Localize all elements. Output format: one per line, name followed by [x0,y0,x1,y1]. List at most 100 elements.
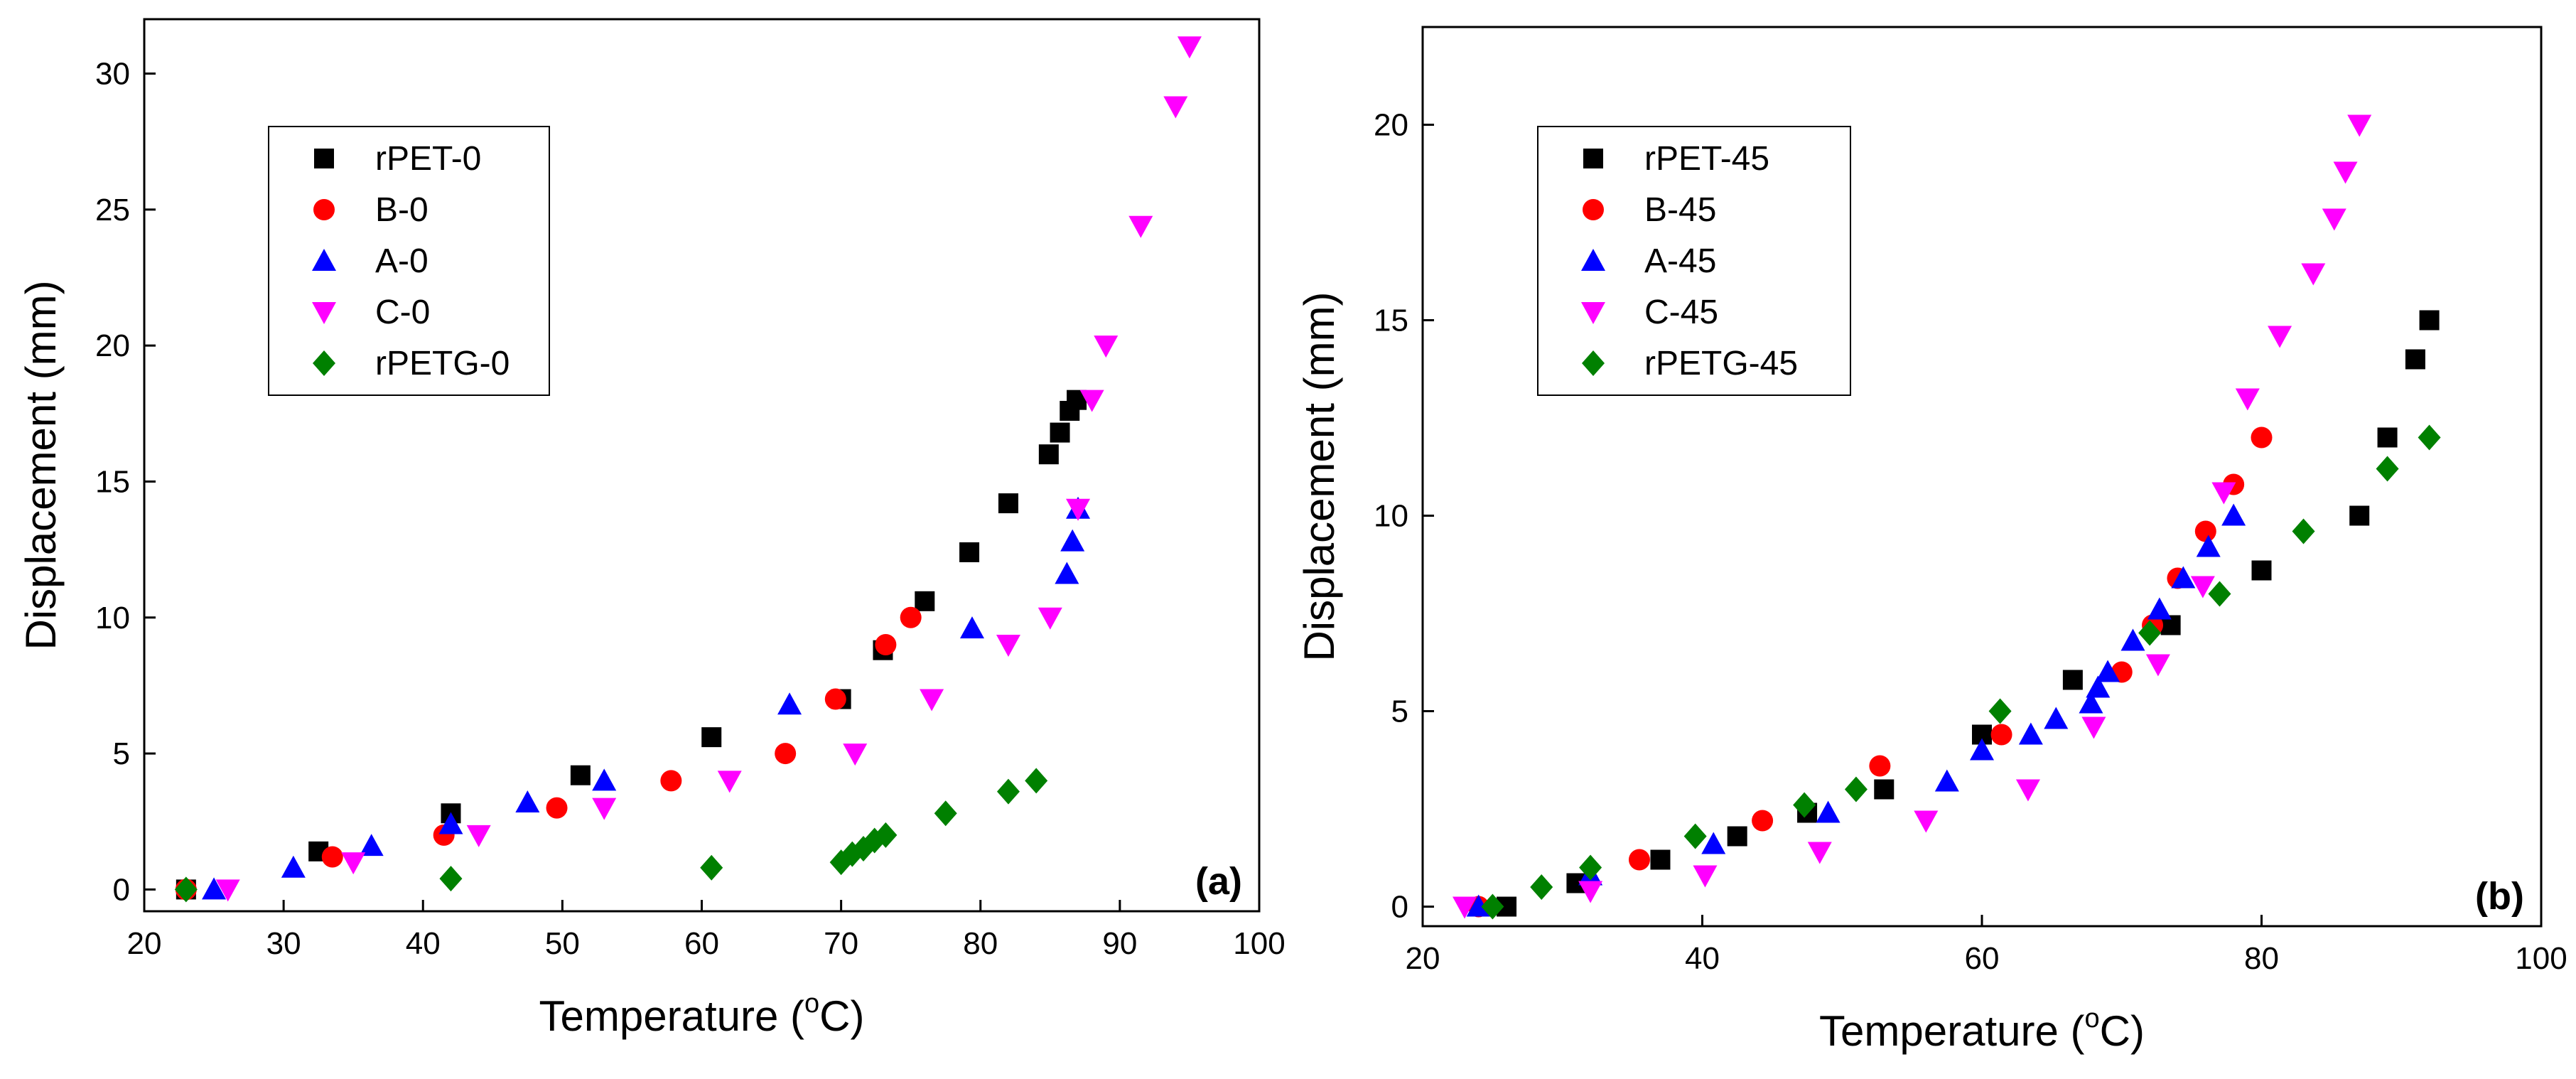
y-tick-label: 15 [1374,304,1408,338]
data-point [934,800,957,827]
y-tick-label: 20 [95,328,130,363]
data-point [1038,607,1062,630]
data-point [2208,581,2231,607]
legend-marker [1583,199,1604,220]
data-point [2086,675,2111,698]
data-point [1683,823,1707,849]
panel-label: (a) [1195,860,1242,903]
data-point [996,635,1020,657]
y-tick-label: 30 [95,57,130,92]
data-point [1094,335,1119,358]
data-point [874,822,898,848]
x-tick-label: 100 [1233,926,1285,961]
legend-marker [1583,149,1603,168]
data-point [281,855,306,878]
legend-entry-label: A-0 [375,242,429,280]
legend-entry-label: A-45 [1644,242,1716,280]
data-point [775,743,797,765]
y-tick-label: 10 [1374,499,1408,534]
data-point [660,770,682,792]
x-axis-label-unit: C) [819,992,864,1040]
data-point [998,493,1018,514]
data-point [1990,724,2012,746]
x-tick-label: 30 [266,926,301,961]
y-tick-label: 0 [1391,890,1408,925]
data-point [2418,424,2441,451]
data-point [2221,503,2246,526]
data-point [2138,620,2162,646]
y-tick-label: 5 [113,736,130,771]
series-c-0 [215,36,1202,902]
data-point [2081,716,2106,739]
legend-marker [313,350,335,376]
data-point [1055,562,1079,584]
data-point [996,778,1020,805]
series-rpetg-45 [1481,424,2441,920]
data-point [2377,427,2398,448]
data-point [341,852,366,875]
data-point [570,765,591,785]
data-point [2196,535,2221,557]
x-tick-label: 50 [545,926,580,961]
data-point [2015,779,2040,802]
legend-box [268,126,550,396]
data-point [2251,560,2272,581]
data-point [2292,518,2315,544]
legend-marker [312,249,336,271]
data-point [915,591,935,611]
chart-panel-b: 20 40 60 80 100 0 5 10 15 20 Temperature (oC) Displ… [1295,26,2567,1055]
data-point [1530,874,1553,900]
x-axis-label-main: Temperature ( [1819,1007,2084,1055]
x-tick-label: 20 [127,926,162,961]
legend-marker [314,149,334,168]
x-axis-label-degree: o [804,989,819,1019]
data-point [2079,691,2103,714]
data-point [1650,849,1671,870]
data-point [202,877,227,900]
x-tick-label: 90 [1102,926,1137,961]
legend-entry-label: B-45 [1644,191,1716,229]
data-point [592,768,617,791]
data-point [1693,865,1718,888]
data-point [2145,654,2170,677]
data-point [2147,597,2172,620]
data-point [592,798,617,820]
data-point [215,879,240,902]
data-point [1874,779,1895,800]
data-point [875,634,897,656]
x-tick-label: 70 [824,926,858,961]
y-axis-label: Displacement (mm) [17,280,65,650]
data-point [2096,660,2120,682]
series-a-0 [202,496,1091,900]
y-axis-label: Displacement (mm) [1295,291,1343,661]
legend-marker [1582,350,1605,376]
data-point [1578,881,1603,903]
data-point [321,846,343,868]
x-tick-label: 20 [1406,941,1440,976]
data-point [2333,161,2358,184]
data-point [959,616,984,639]
data-point [2044,707,2069,729]
data-point [2251,426,2273,449]
y-tick-label: 10 [95,601,130,635]
legend-entry-label: rPETG-0 [375,345,510,382]
data-point [2235,388,2260,411]
series-b-45 [1467,426,2273,918]
series-c-45 [1453,114,2372,919]
panel-label: (b) [2475,875,2524,918]
data-point [1066,498,1091,521]
data-point [439,866,463,892]
data-point [1628,849,1650,871]
x-axis-label-unit: C) [2100,1007,2145,1055]
series-rpet-0 [176,390,1087,900]
data-point [1869,755,1891,777]
x-tick-label: 100 [2515,941,2567,976]
data-point [2347,114,2372,137]
data-point [174,876,198,903]
legend-entry-label: B-0 [375,191,429,229]
data-point [1988,698,2012,724]
data-point [1038,444,1059,465]
data-point [1128,215,1153,238]
series-a-45 [1466,503,2246,917]
